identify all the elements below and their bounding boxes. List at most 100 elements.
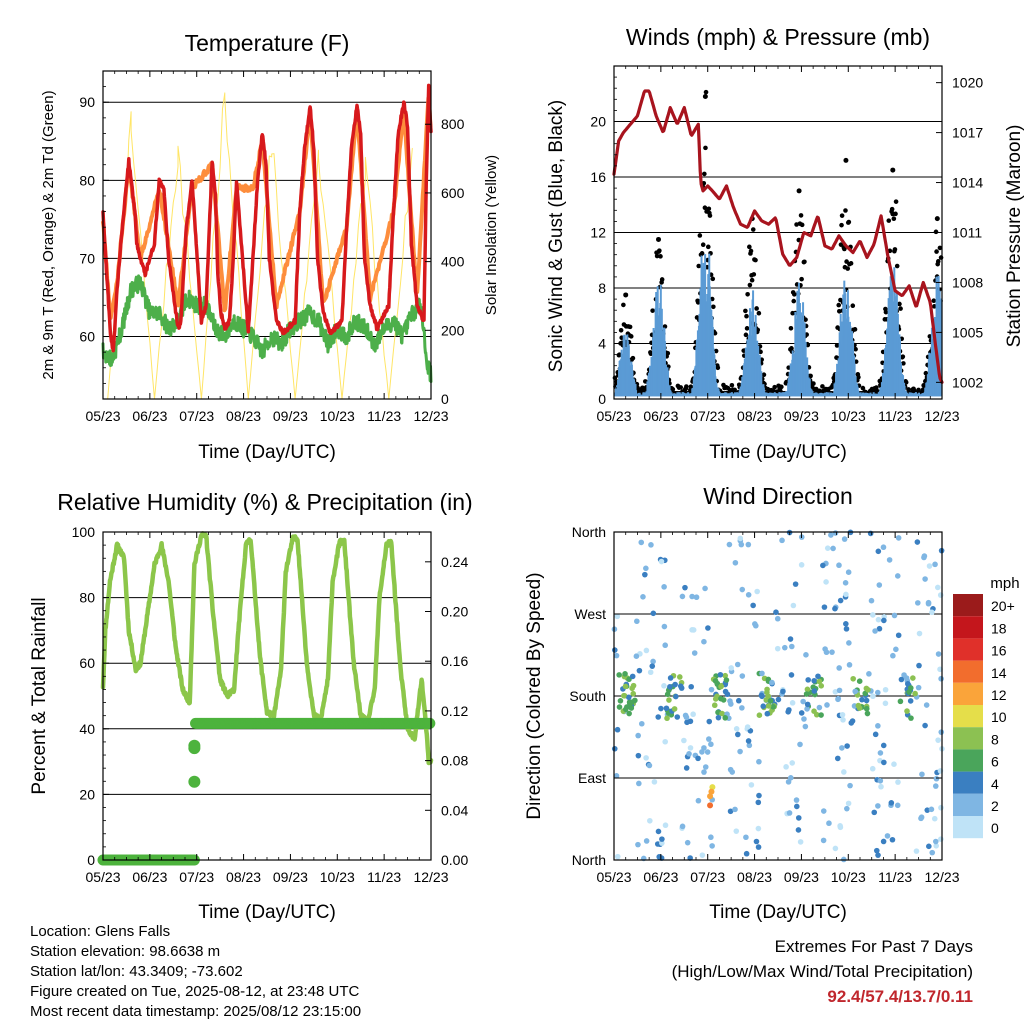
direction-point (695, 797, 702, 804)
direction-point (840, 717, 846, 723)
direction-point (752, 622, 759, 629)
gust-point (696, 263, 702, 269)
gust-point (758, 349, 763, 355)
temperature-title: Temperature (F) (185, 30, 350, 56)
gust-point (702, 205, 708, 211)
winds-panel: Winds (mph) & Pressure (mb) 0 4 8 12 16 20 05/… (546, 24, 1024, 463)
gust-point (906, 387, 911, 392)
gust-point (799, 276, 804, 282)
gust-point (799, 222, 805, 228)
wind-direction-xtick-label: 10/23 (831, 869, 866, 885)
direction-point (684, 839, 691, 846)
pressure-series (612, 89, 944, 384)
humidity-y2tick-label: 0.20 (441, 604, 468, 620)
humidity-ytick-label: 60 (79, 655, 95, 671)
temperature-xtick-label: 08/23 (226, 408, 261, 424)
gust-point (805, 342, 811, 348)
direction-point (882, 700, 889, 707)
direction-point (765, 693, 772, 700)
direction-point (708, 741, 714, 748)
direction-point (798, 562, 805, 568)
wind-direction-xtick-label: 12/23 (924, 869, 959, 885)
extremes-subheading: (High/Low/Max Wind/Total Precipitation) (671, 962, 973, 981)
direction-point (672, 681, 678, 688)
direction-point (850, 675, 856, 682)
direction-point (835, 695, 842, 702)
speed-legend-swatch (953, 616, 983, 639)
direction-point (878, 783, 884, 790)
temperature-ytick-label: 80 (79, 172, 95, 188)
winds-xtick-label: 08/23 (737, 408, 772, 424)
gust-point (710, 276, 716, 282)
direction-point (760, 703, 767, 710)
direction-point (904, 708, 910, 714)
gust-point (848, 261, 854, 266)
gust-point (621, 302, 626, 308)
direction-point (718, 695, 724, 702)
direction-point (938, 836, 944, 842)
direction-point (832, 605, 838, 612)
direction-point (803, 691, 810, 697)
humidity-xtick-label: 12/23 (413, 869, 448, 885)
direction-point (626, 710, 632, 717)
direction-point (647, 817, 653, 824)
gust-point (628, 334, 634, 339)
direction-point (852, 688, 859, 695)
direction-point (732, 806, 738, 813)
direction-point (674, 714, 681, 720)
temperature-xtick-label: 06/23 (132, 408, 167, 424)
direction-point (798, 710, 805, 716)
direction-point (743, 850, 750, 857)
gust-point (853, 346, 858, 352)
gust-point (935, 259, 941, 264)
gust-point (893, 199, 899, 204)
direction-point (929, 609, 935, 616)
humidity-xtick-label: 07/23 (179, 869, 214, 885)
direction-point (622, 706, 629, 713)
direction-point (728, 701, 734, 707)
direction-point (614, 726, 621, 733)
direction-point (719, 710, 725, 717)
gust-point (852, 327, 858, 332)
direction-point (811, 688, 818, 694)
direction-point (756, 758, 762, 765)
direction-point (613, 773, 620, 779)
gust-point (838, 242, 844, 247)
winds-ytick-label: 12 (590, 225, 606, 241)
direction-point (775, 696, 782, 703)
direction-point (841, 769, 847, 775)
direction-point (789, 760, 796, 766)
direction-point (895, 779, 901, 785)
wind-direction-ytick-label: West (574, 606, 606, 622)
gust-peak-point (702, 94, 708, 100)
direction-point (614, 853, 621, 860)
direction-point (613, 652, 620, 659)
direction-point (856, 705, 863, 711)
direction-point (707, 793, 714, 800)
winds-title: Winds (mph) & Pressure (mb) (626, 24, 930, 50)
direction-point (863, 697, 870, 704)
direction-point (708, 686, 715, 693)
direction-point (787, 775, 794, 781)
direction-point (711, 702, 718, 709)
winds-y2label: Station Pressure (Maroon) (1004, 125, 1024, 348)
direction-point (712, 678, 719, 684)
direction-point (646, 762, 653, 769)
direction-point (630, 682, 637, 689)
gust-point (931, 298, 937, 304)
direction-point (926, 563, 933, 569)
direction-point (843, 621, 849, 627)
direction-point (769, 679, 775, 686)
gust-point (705, 244, 711, 250)
speed-legend-swatch (953, 727, 983, 750)
winds-ylabel: Sonic Wind & Gust (Blue, Black) (546, 100, 567, 372)
gust-point (933, 229, 939, 235)
speed-legend: mph 20+ 18 16 14 12 10 8 6 4 2 0 (953, 575, 1020, 839)
direction-point (837, 823, 843, 829)
direction-point (643, 647, 650, 654)
direction-point (709, 843, 715, 849)
direction-point (884, 833, 891, 839)
direction-point (915, 684, 922, 691)
direction-point (903, 675, 910, 681)
direction-point (932, 561, 938, 568)
